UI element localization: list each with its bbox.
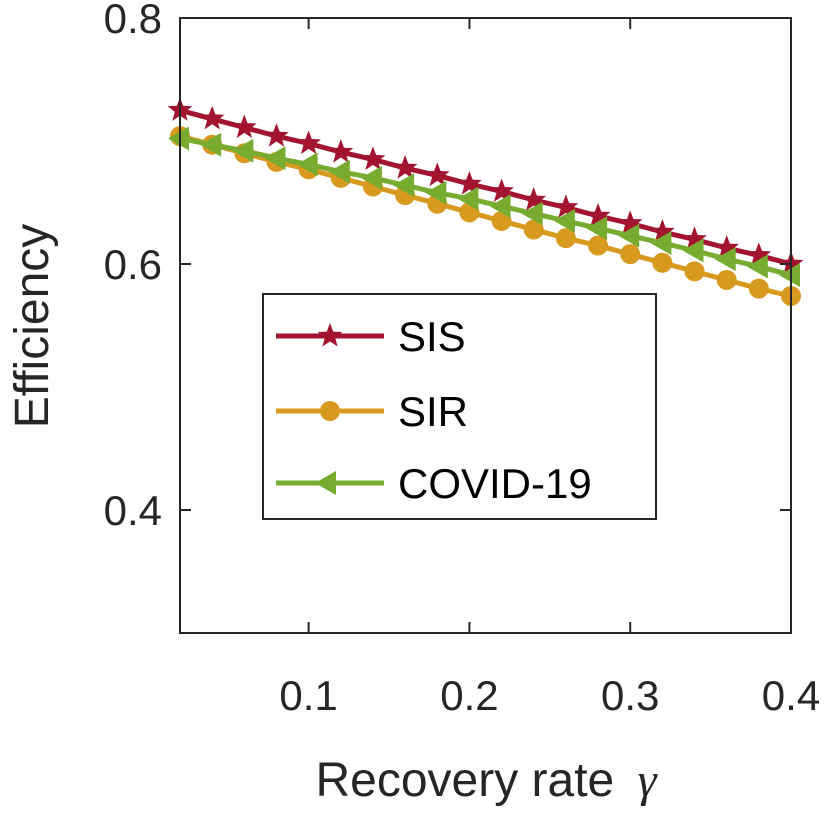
legend-label: SIR: [398, 388, 468, 435]
data-point: [392, 155, 418, 179]
legend-label: SIS: [398, 313, 466, 360]
data-point: [779, 263, 800, 288]
data-point: [489, 178, 514, 202]
data-point: [585, 203, 611, 227]
data-point: [586, 216, 608, 241]
data-point: [716, 269, 737, 290]
data-point: [200, 132, 222, 157]
data-point: [682, 226, 707, 250]
legend-marker: [320, 401, 340, 421]
legend-marker: [315, 471, 336, 495]
ticks-layer: 0.1 0.2 0.3 0.4 0.4 0.6 0.8: [104, 0, 821, 719]
data-point: [457, 186, 479, 211]
data-point: [232, 114, 257, 138]
data-point: [555, 228, 576, 249]
x-tick-label: 0.2: [440, 672, 498, 719]
x-tick-label: 0.3: [601, 672, 659, 719]
data-point: [168, 126, 189, 151]
legend: SIS SIR COVID-19: [262, 293, 657, 520]
data-point: [199, 105, 225, 130]
plot-frame: [179, 17, 792, 634]
data-point: [328, 159, 350, 184]
data-point: [588, 235, 609, 256]
data-point: [714, 247, 736, 272]
x-axis-title: Recovery rate γ: [315, 754, 657, 807]
legend-label: COVID-19: [398, 460, 592, 507]
x-tick-label: 0.1: [279, 672, 337, 719]
legend-item: SIR: [276, 388, 468, 435]
data-point: [360, 146, 386, 170]
data-point: [746, 242, 772, 266]
data-point: [620, 244, 641, 265]
data-point: [232, 138, 254, 163]
data-point: [264, 123, 289, 147]
data-point: [684, 261, 705, 282]
data-point: [264, 146, 286, 171]
legend-item: COVID-19: [276, 460, 592, 507]
series-covid-19: [168, 126, 800, 288]
data-point: [746, 254, 768, 279]
x-axis-title-symbol: γ: [638, 754, 658, 807]
y-axis-title: Efficiency: [6, 224, 59, 429]
data-point: [650, 219, 675, 243]
x-tick-label: 0.4: [762, 672, 820, 719]
x-axis-title-text: Recovery rate: [315, 754, 614, 807]
data-point: [425, 180, 447, 205]
data-point: [491, 210, 512, 231]
legend-marker: [317, 323, 343, 347]
data-point: [714, 235, 739, 259]
data-point: [521, 201, 543, 226]
data-point: [652, 252, 673, 273]
data-point: [296, 130, 321, 154]
data-point: [489, 194, 511, 219]
data-point: [617, 210, 643, 234]
data-point: [523, 219, 544, 240]
data-point: [682, 238, 704, 263]
data-point: [296, 152, 318, 177]
data-point: [360, 165, 382, 190]
data-point: [650, 231, 672, 256]
data-point: [393, 173, 415, 198]
y-tick-label: 0.6: [104, 241, 162, 288]
y-tick-label: 0.4: [104, 487, 162, 534]
legend-item: SIS: [276, 313, 466, 360]
y-tick-label: 0.8: [104, 0, 162, 42]
data-point: [328, 139, 354, 163]
data-point: [424, 162, 450, 186]
data-point: [553, 194, 579, 218]
data-point: [553, 208, 575, 233]
data-point: [748, 278, 769, 299]
data-point: [457, 171, 482, 195]
legend-items: SIS SIR COVID-19: [276, 313, 592, 507]
data-point: [618, 223, 640, 248]
data-point: [521, 187, 547, 211]
